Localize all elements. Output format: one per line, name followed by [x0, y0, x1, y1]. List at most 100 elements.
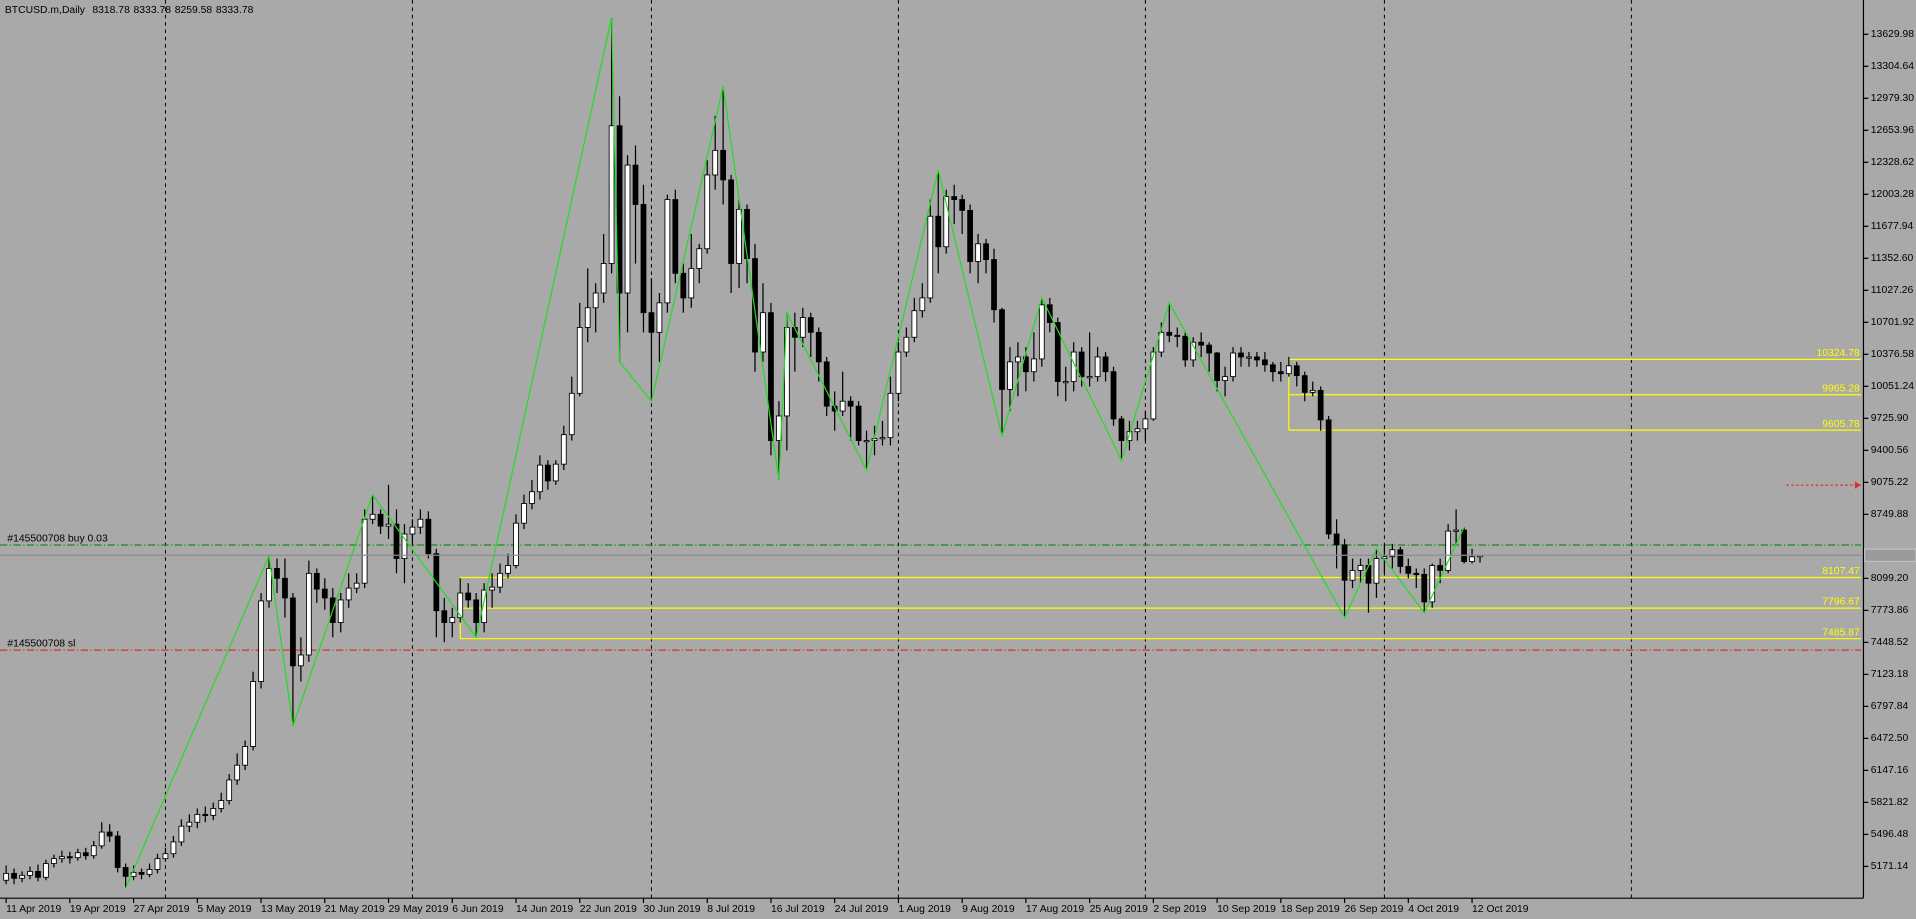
candle-body: [1198, 341, 1205, 346]
candle-body: [11, 872, 17, 879]
candle-body: [632, 164, 639, 205]
candle-body: [305, 572, 312, 656]
y-tick-label: 6147.16: [1871, 765, 1909, 776]
y-tick-label: 5496.48: [1871, 829, 1909, 840]
candle-body: [935, 215, 942, 248]
candle-body: [202, 813, 209, 817]
candle-body: [186, 821, 193, 827]
zigzag-line: [125, 17, 1465, 889]
candle-body: [1246, 356, 1252, 359]
x-tick-label: 1 Aug 2019: [898, 904, 951, 915]
candle-body: [258, 600, 264, 682]
y-tick-label: 10701.92: [1871, 317, 1915, 328]
candle-body: [1054, 322, 1061, 382]
candle-body: [59, 856, 65, 860]
bid-price-box: [1864, 548, 1916, 562]
candle-body: [879, 437, 886, 440]
candle-body: [1269, 364, 1276, 373]
x-tick-label: 8 Jul 2019: [707, 904, 755, 915]
candle-body: [274, 568, 280, 579]
candle-body: [3, 872, 9, 881]
candle-body: [242, 746, 248, 766]
candle-body: [385, 523, 392, 527]
candle-body: [911, 310, 918, 338]
x-tick-label: 9 Aug 2019: [962, 904, 1015, 915]
x-tick-label: 25 Aug 2019: [1090, 904, 1149, 915]
candle-body: [807, 317, 814, 333]
candle-body: [1254, 356, 1260, 361]
candle-body: [178, 825, 185, 843]
candle-body: [951, 196, 958, 200]
x-tick-label: 4 Oct 2019: [1408, 904, 1459, 915]
candle-body: [1445, 530, 1452, 571]
candle-body: [35, 870, 41, 878]
candle-body: [1397, 549, 1404, 567]
candle-body: [1007, 361, 1013, 390]
level-label: 8107.47: [1822, 566, 1860, 577]
x-tick-label: 24 Jul 2019: [835, 904, 889, 915]
y-tick-label: 11027.26: [1871, 285, 1914, 296]
candle-body: [975, 243, 981, 262]
candle-body: [1238, 352, 1244, 358]
candle-body: [1277, 371, 1284, 375]
y-tick-label: 7773.86: [1871, 605, 1909, 616]
candle-body: [43, 863, 49, 878]
candle-body: [1293, 365, 1300, 377]
candle-body: [1158, 331, 1165, 353]
candle-body: [608, 125, 615, 264]
x-tick-label: 13 May 2019: [261, 904, 321, 915]
candle-body: [752, 258, 758, 353]
candle-body: [1373, 558, 1380, 584]
level-label: 9605.78: [1822, 419, 1860, 430]
candle-body: [82, 852, 89, 857]
candle-body: [863, 440, 870, 443]
y-tick-label: 5821.82: [1871, 797, 1909, 808]
candle-body: [210, 808, 217, 816]
candle-body: [425, 518, 432, 555]
candle-body: [760, 312, 766, 353]
x-tick-label: 26 Sep 2019: [1345, 904, 1404, 915]
candle-body: [66, 856, 73, 859]
y-tick-label: 10051.24: [1871, 381, 1915, 392]
level-label: 7485.87: [1822, 627, 1860, 638]
candle-body: [1118, 418, 1125, 441]
y-tick-label: 9725.90: [1871, 413, 1909, 424]
candle-body: [369, 513, 376, 520]
y-tick-label: 12003.28: [1871, 189, 1915, 200]
x-tick-label: 30 Jun 2019: [643, 904, 700, 915]
candle-body: [664, 199, 671, 304]
x-tick-label: 6 Jun 2019: [452, 904, 504, 915]
y-tick-label: 7123.18: [1871, 669, 1909, 680]
candle-body: [999, 309, 1005, 390]
candle-body: [361, 518, 368, 584]
chart-header: BTCUSD.m,Daily 8318.78 8333.78 8259.58 8333.…: [5, 5, 254, 16]
y-tick-label: 6797.84: [1871, 701, 1909, 712]
x-tick-label: 11 Apr 2019: [6, 904, 61, 915]
candle-body: [959, 199, 966, 211]
candle-body: [592, 292, 599, 309]
y-tick-label: 13629.98: [1871, 29, 1915, 40]
candle-body: [154, 858, 161, 870]
candle-body: [1078, 351, 1085, 378]
candle-body: [170, 841, 177, 855]
candle-body: [1413, 572, 1420, 576]
candle-body: [529, 491, 535, 504]
candle-body: [568, 392, 575, 436]
x-tick-label: 16 Jul 2019: [771, 904, 825, 915]
candle-body: [704, 174, 711, 250]
x-tick-label: 10 Sep 2019: [1217, 904, 1276, 915]
candle-body: [799, 317, 806, 338]
candle-body: [313, 572, 320, 590]
y-tick-label: 13304.64: [1871, 61, 1915, 72]
candle-body: [1405, 566, 1412, 574]
candle-body: [1102, 356, 1109, 373]
candle-body: [146, 869, 153, 875]
candle-body: [138, 871, 145, 875]
candle-body: [417, 518, 424, 528]
candle-body: [345, 587, 352, 601]
candle-body: [560, 434, 567, 465]
y-tick-label: 12979.30: [1871, 93, 1915, 104]
candle-body: [736, 208, 742, 264]
